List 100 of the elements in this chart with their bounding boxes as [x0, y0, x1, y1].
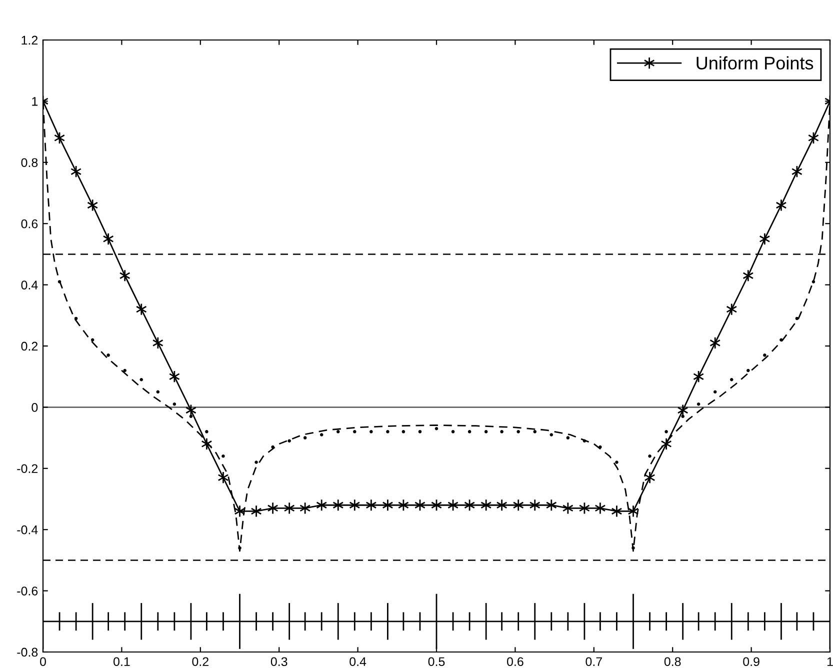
point [582, 439, 586, 442]
point [759, 232, 770, 246]
x-tick-label: 0.6 [507, 657, 524, 666]
x-tick-label: 0.3 [270, 657, 288, 666]
point [386, 430, 390, 434]
x-tick-label: 0.5 [428, 657, 445, 666]
point [693, 370, 704, 383]
point [660, 438, 672, 450]
y-tick-label: 1.2 [22, 36, 38, 45]
point [746, 368, 750, 372]
point [664, 430, 668, 434]
point [516, 430, 520, 434]
point [336, 430, 340, 434]
point [468, 430, 472, 434]
point [550, 433, 554, 436]
point [382, 498, 394, 512]
point [168, 370, 180, 383]
point [402, 430, 406, 434]
point [288, 439, 291, 442]
x-tick-label: 0.9 [743, 657, 760, 666]
x-tick-label: 0 [40, 657, 46, 666]
point [254, 460, 258, 464]
point [238, 546, 242, 550]
point [58, 280, 62, 284]
point [349, 498, 360, 512]
point [201, 438, 212, 450]
point [681, 414, 684, 418]
y-tick-label: 0.6 [21, 219, 38, 228]
x-tick-label: 1 [827, 657, 833, 666]
point [529, 498, 540, 512]
x-tick-label: 0.8 [664, 657, 681, 666]
y-tick-label: 0.4 [21, 280, 38, 290]
point [500, 430, 504, 434]
point [713, 390, 717, 394]
point [218, 471, 229, 484]
point [172, 402, 176, 406]
y-tick-label: -0.4 [17, 525, 38, 534]
y-tick-label: 0.2 [21, 342, 38, 351]
point [119, 269, 130, 282]
y-tick-label: -0.2 [17, 464, 38, 474]
point [562, 502, 574, 514]
point [546, 498, 557, 512]
point [742, 269, 754, 282]
point [451, 430, 455, 434]
point [332, 498, 344, 512]
point [533, 430, 537, 434]
point [189, 414, 193, 418]
point [615, 460, 618, 464]
point [480, 498, 492, 512]
point [152, 336, 164, 350]
point [730, 378, 734, 382]
y-tick-label: 1 [32, 97, 38, 106]
legend-label: Uniform Points [696, 56, 814, 70]
point [763, 354, 766, 357]
point [644, 471, 656, 484]
point [598, 445, 602, 449]
point [566, 436, 570, 440]
point [271, 445, 274, 449]
x-tick-label: 0.1 [114, 657, 130, 666]
point [303, 436, 307, 440]
point [234, 504, 246, 518]
point [726, 303, 738, 316]
point [222, 454, 225, 458]
point [484, 430, 488, 434]
point [776, 198, 787, 212]
y-tick-label: -0.8 [17, 648, 38, 657]
x-tick-label: 0.2 [192, 657, 208, 666]
point [812, 280, 816, 284]
point [496, 498, 508, 512]
point [512, 498, 524, 512]
point [140, 378, 144, 382]
point [106, 354, 110, 357]
point [628, 504, 639, 518]
point [74, 316, 78, 320]
y-tick-label: 0.8 [21, 158, 38, 168]
point [205, 430, 208, 434]
y-tick-label: 0 [32, 403, 38, 412]
point [434, 426, 438, 430]
point [250, 504, 262, 518]
x-tick-label: 0.7 [586, 657, 602, 666]
point [136, 303, 147, 316]
point [156, 390, 160, 394]
point [418, 430, 422, 434]
point [710, 336, 721, 350]
point [316, 498, 328, 512]
y-tick-label: -0.6 [17, 586, 38, 596]
x-tick-label: 0.4 [350, 657, 366, 666]
point [102, 232, 114, 246]
point [123, 368, 126, 372]
point [320, 433, 324, 436]
point [611, 504, 622, 518]
point [795, 316, 799, 320]
point [87, 198, 98, 212]
point [300, 502, 311, 514]
point [696, 402, 700, 406]
point [594, 502, 606, 514]
point [366, 498, 377, 512]
point [780, 338, 783, 342]
point [267, 502, 278, 514]
point [648, 454, 652, 458]
